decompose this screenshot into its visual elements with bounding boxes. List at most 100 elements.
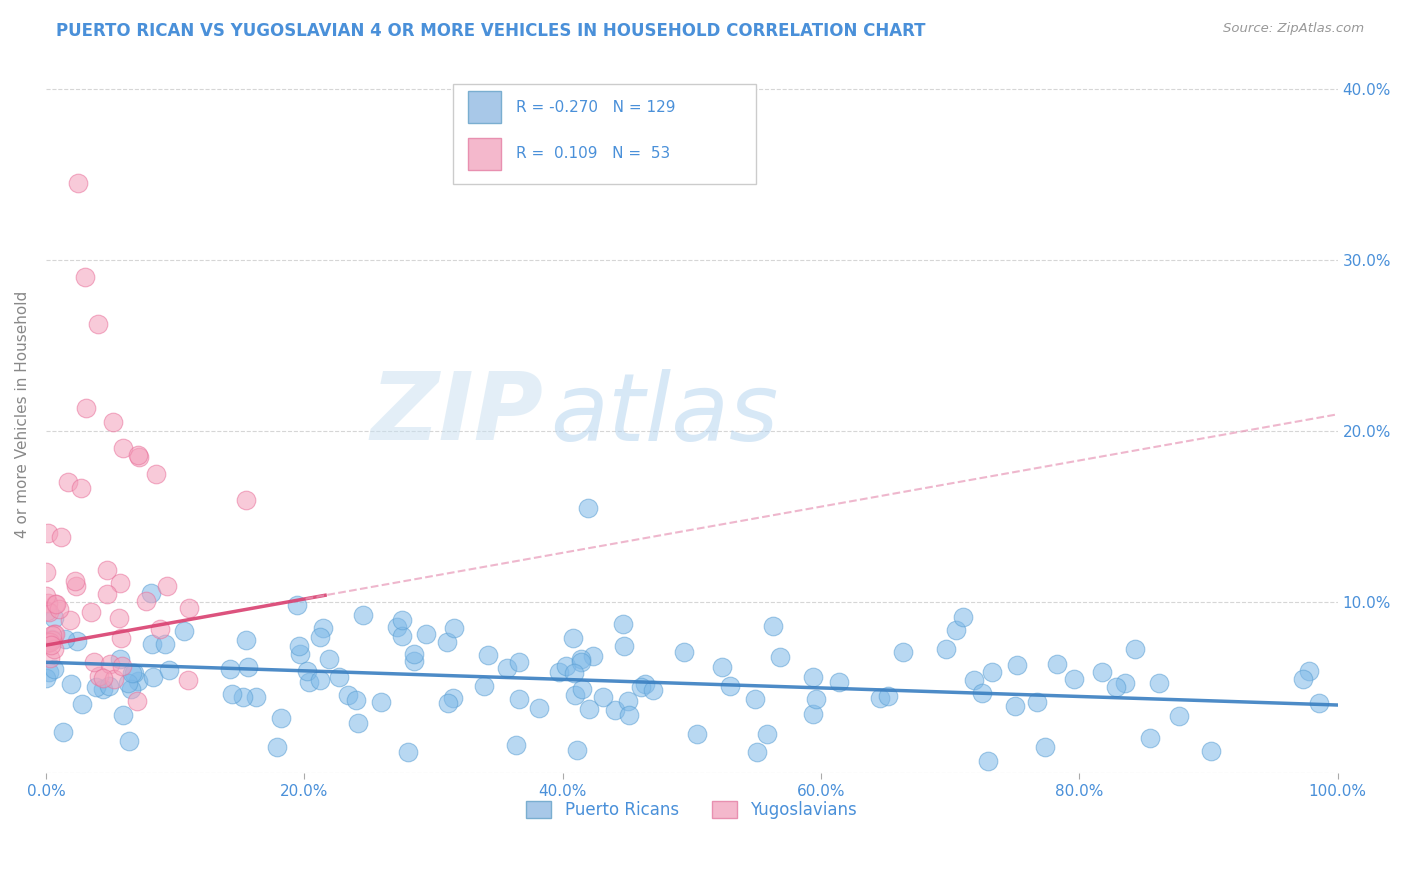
Point <box>73 270 96 285</box>
Point <box>173 624 195 638</box>
Text: R = -0.270   N = 129: R = -0.270 N = 129 <box>516 100 676 115</box>
Point <box>718 679 741 693</box>
Point <box>508 691 530 706</box>
Point <box>145 467 167 482</box>
Point <box>44 626 66 640</box>
Point <box>117 676 139 690</box>
Point <box>945 623 967 637</box>
Text: Source: ZipAtlas.com: Source: ZipAtlas.com <box>1223 22 1364 36</box>
Point <box>142 670 165 684</box>
Point <box>571 681 593 696</box>
Point <box>49 530 72 544</box>
FancyBboxPatch shape <box>453 84 756 185</box>
Point <box>75 401 97 415</box>
Point <box>72 697 94 711</box>
Point <box>65 579 87 593</box>
FancyBboxPatch shape <box>468 137 501 170</box>
Point <box>1046 657 1069 671</box>
Point <box>337 688 360 702</box>
Point <box>617 694 640 708</box>
Point <box>84 680 107 694</box>
Point <box>1007 658 1029 673</box>
Point <box>35 566 58 580</box>
Point <box>221 687 243 701</box>
Point <box>1063 672 1085 686</box>
Point <box>87 669 110 683</box>
Point <box>1298 664 1320 678</box>
Point <box>612 617 634 632</box>
Point <box>578 701 600 715</box>
Point <box>232 690 254 705</box>
Point <box>270 711 292 725</box>
Point <box>436 635 458 649</box>
Point <box>177 673 200 687</box>
Point <box>508 656 530 670</box>
Point <box>128 450 150 464</box>
Point <box>44 627 66 641</box>
Point <box>443 690 465 705</box>
Point <box>415 627 437 641</box>
Point <box>103 673 125 687</box>
Point <box>391 630 413 644</box>
Point <box>672 645 695 659</box>
Point <box>98 680 121 694</box>
Point <box>67 177 90 191</box>
Text: ZIP: ZIP <box>370 368 543 460</box>
Point <box>45 597 67 611</box>
Point <box>91 681 114 696</box>
Point <box>41 632 63 646</box>
FancyBboxPatch shape <box>468 91 501 123</box>
Point <box>347 716 370 731</box>
Point <box>387 620 409 634</box>
Point <box>48 602 70 616</box>
Point <box>578 501 600 516</box>
Point <box>603 703 626 717</box>
Point <box>686 727 709 741</box>
Point <box>562 632 585 646</box>
Point <box>38 605 60 619</box>
Point <box>352 608 374 623</box>
Point <box>630 680 652 694</box>
Point <box>617 708 640 723</box>
Point <box>41 627 63 641</box>
Point <box>218 662 240 676</box>
Point <box>42 641 65 656</box>
Point <box>1114 676 1136 690</box>
Point <box>562 666 585 681</box>
Point <box>245 690 267 705</box>
Point <box>981 665 1004 679</box>
Point <box>39 638 62 652</box>
Point <box>110 631 132 645</box>
Point <box>443 621 465 635</box>
Point <box>592 690 614 705</box>
Point <box>1199 744 1222 758</box>
Point <box>404 647 426 661</box>
Point <box>156 579 179 593</box>
Legend: Puerto Ricans, Yugoslavians: Puerto Ricans, Yugoslavians <box>520 795 863 826</box>
Point <box>1091 665 1114 679</box>
Point <box>83 655 105 669</box>
Point <box>567 743 589 757</box>
Point <box>318 652 340 666</box>
Point <box>118 734 141 748</box>
Point <box>344 693 367 707</box>
Point <box>91 671 114 685</box>
Point <box>761 619 783 633</box>
Point <box>52 725 75 739</box>
Point <box>266 739 288 754</box>
Point <box>474 679 496 693</box>
Point <box>37 526 59 541</box>
Point <box>38 635 60 649</box>
Point <box>86 317 108 331</box>
Text: PUERTO RICAN VS YUGOSLAVIAN 4 OR MORE VEHICLES IN HOUSEHOLD CORRELATION CHART: PUERTO RICAN VS YUGOSLAVIAN 4 OR MORE VE… <box>56 22 925 40</box>
Point <box>1167 708 1189 723</box>
Point <box>1149 676 1171 690</box>
Point <box>159 663 181 677</box>
Point <box>970 686 993 700</box>
Point <box>308 630 330 644</box>
Point <box>768 650 790 665</box>
Point <box>391 613 413 627</box>
Point <box>564 689 586 703</box>
Point <box>38 665 60 679</box>
Point <box>35 671 58 685</box>
